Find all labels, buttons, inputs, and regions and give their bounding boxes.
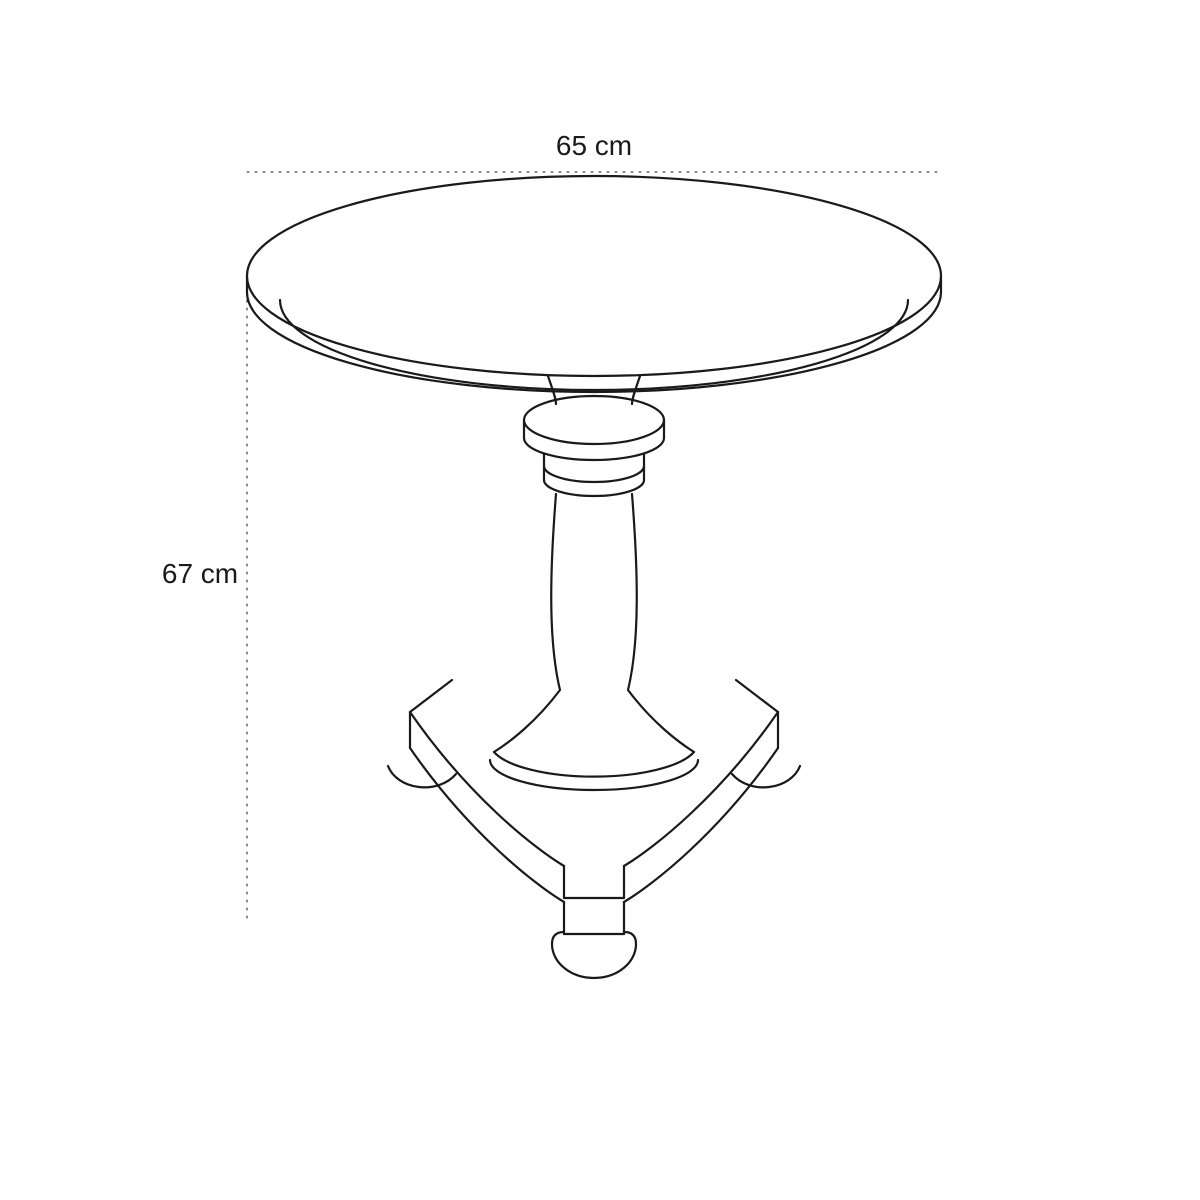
base-platform <box>410 680 778 934</box>
foot-right <box>732 766 800 787</box>
feet <box>388 766 800 978</box>
width-dimension-label: 65 cm <box>556 130 632 161</box>
table-top <box>247 176 941 392</box>
foot-front <box>552 944 636 978</box>
table-dimension-diagram: 65 cm 67 cm <box>0 0 1200 1200</box>
height-dimension-label: 67 cm <box>162 558 238 589</box>
pedestal <box>490 376 698 790</box>
foot-left <box>388 766 456 787</box>
dimension-guides <box>247 172 942 918</box>
